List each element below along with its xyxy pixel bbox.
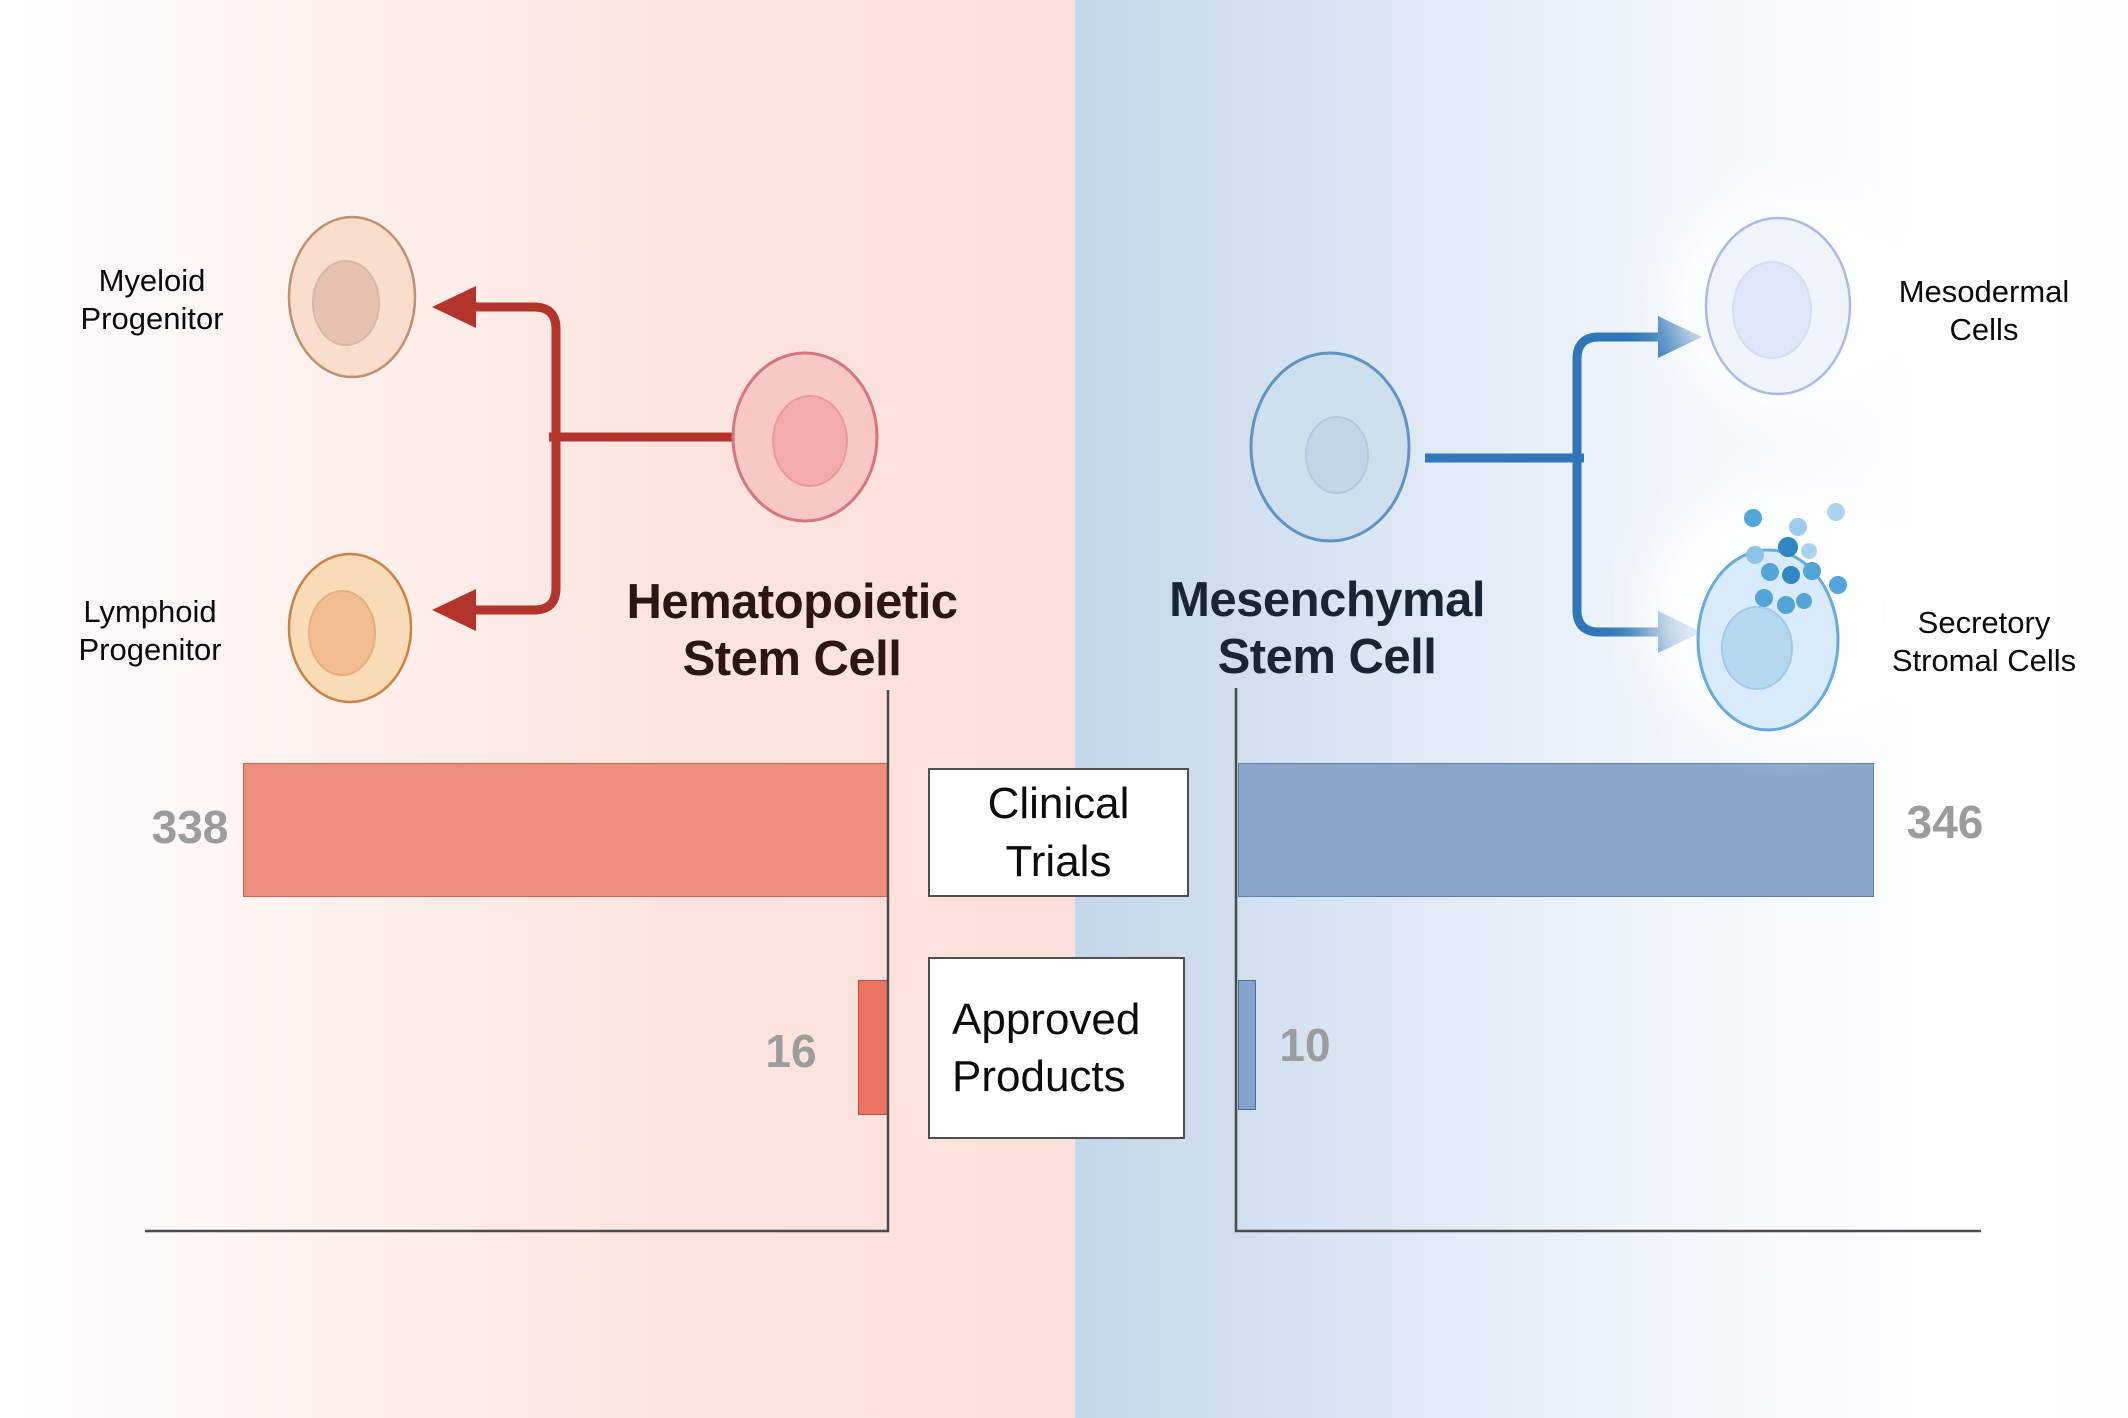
msc-approved-products-value: 10 (1279, 1019, 1331, 1071)
clinical-trials-box: Clinical Trials (928, 768, 1189, 897)
hsc-title: Hematopoietic Stem Cell (572, 574, 1012, 688)
mesodermal-label-line2: Cells (1949, 311, 2019, 347)
hematopoietic-stem-cell-graphic (731, 351, 879, 523)
msc-branch-path (1572, 332, 1678, 637)
secretory-label-line2: Stromal Cells (1891, 642, 2077, 678)
right-axis (1234, 688, 1981, 1233)
myeloid-progenitor-label: Myeloid Progenitor (32, 262, 272, 338)
lymphoid-label-line1: Lymphoid (83, 594, 217, 629)
lymphoid-progenitor-label: Lymphoid Progenitor (30, 593, 270, 669)
arrowhead-left-top-icon (432, 286, 476, 328)
myeloid-label-line1: Myeloid (98, 263, 206, 298)
lymphoid-cell-graphic (287, 552, 413, 704)
myeloid-label-line2: Progenitor (80, 300, 224, 336)
msc-clinical-trials-bar (1238, 763, 1874, 897)
approved-products-box: Approved Products (928, 957, 1185, 1139)
lymphoid-label-line2: Progenitor (78, 631, 222, 667)
hsc-branch-path (458, 302, 561, 615)
hsc-title-line2: Stem Cell (682, 631, 902, 686)
msc-title-line1: Mesenchymal (1169, 573, 1485, 627)
secretory-stromal-cells-label: Secretory Stromal Cells (1834, 604, 2128, 680)
hsc-title-line1: Hematopoietic (626, 575, 958, 629)
mesodermal-cells-label: Mesodermal Cells (1864, 273, 2104, 349)
approved-products-box-line1: Approved (952, 994, 1141, 1044)
arrowhead-left-bottom-icon (432, 589, 476, 631)
mesodermal-cell-graphic (1665, 192, 1905, 408)
mesodermal-label-line1: Mesodermal (1898, 274, 2070, 309)
myeloid-cell-graphic (287, 215, 417, 379)
left-panel-background (0, 0, 1075, 1418)
mesenchymal-stem-cell-graphic (1249, 351, 1411, 543)
right-panel-background (1075, 0, 2128, 1418)
left-axis (145, 690, 890, 1233)
hsc-approved-products-value: 16 (765, 1025, 817, 1077)
secretion-dots-icon (1744, 503, 1847, 614)
hsc-clinical-trials-bar (243, 763, 888, 897)
secretory-stromal-cell-graphic (1645, 487, 1925, 737)
approved-products-box-line2: Products (952, 1052, 1126, 1101)
hsc-clinical-trials-value: 338 (151, 801, 229, 853)
clinical-trials-box-line1: Clinical (987, 779, 1130, 829)
secretory-label-line1: Secretory (1917, 605, 2051, 640)
msc-title: Mesenchymal Stem Cell (1107, 572, 1547, 686)
msc-title-line2: Stem Cell (1217, 629, 1437, 684)
clinical-trials-box-line2: Trials (1005, 836, 1112, 886)
msc-approved-products-bar (1238, 980, 1256, 1110)
msc-clinical-trials-value: 346 (1906, 796, 1984, 848)
hsc-branch-arrows (432, 286, 733, 631)
